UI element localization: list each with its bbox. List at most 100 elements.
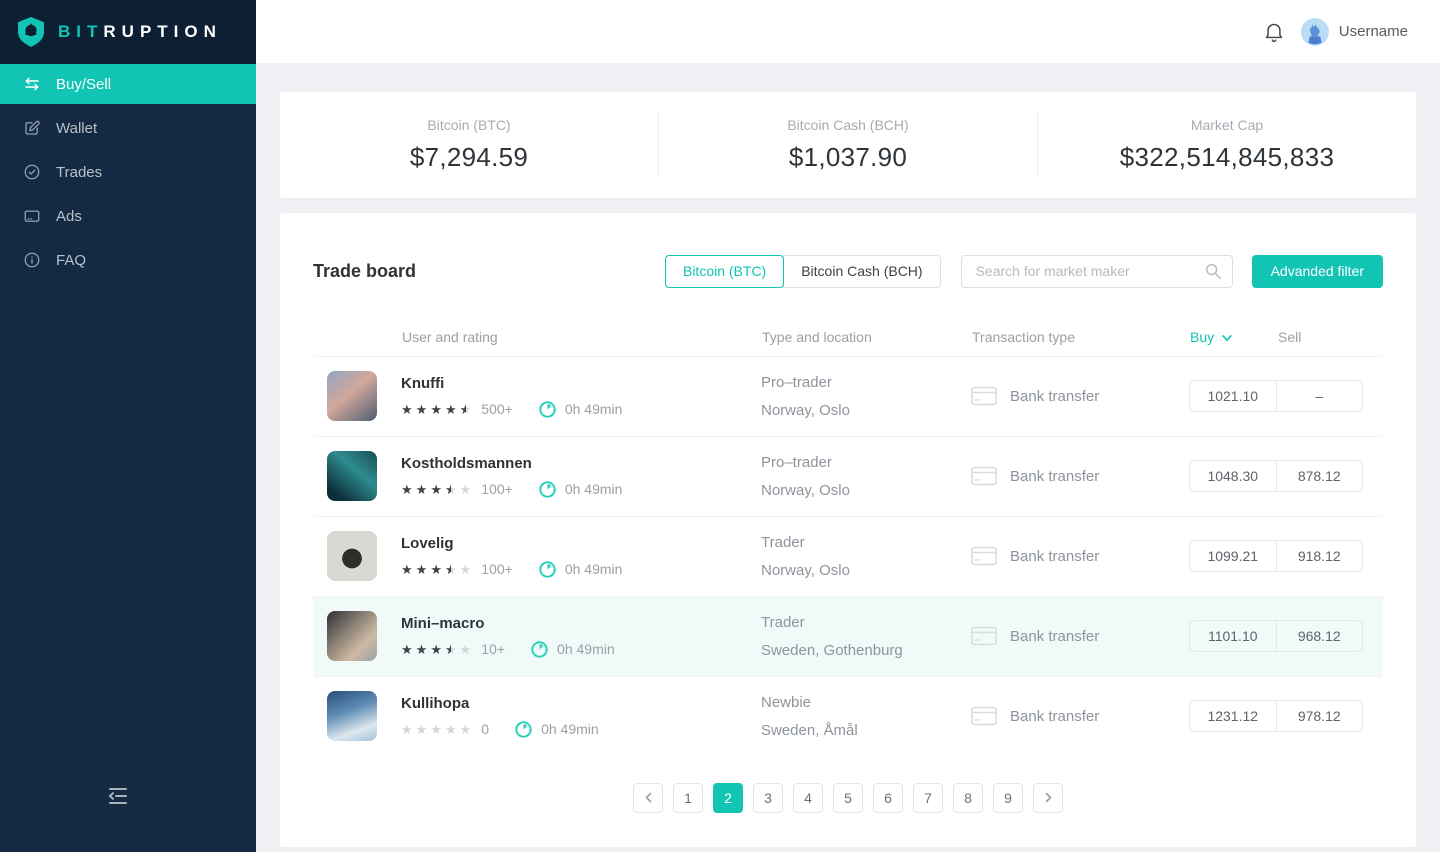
search-box	[960, 254, 1233, 288]
pagination-page-3[interactable]: 3	[753, 782, 783, 813]
trader-avatar	[327, 531, 377, 582]
star-full-icon: ★	[415, 401, 428, 417]
star-half-icon: ★ ★	[444, 641, 457, 657]
user-cell: Kullihopa ★ ★ ★ ★ ★ 0 0h 49min	[401, 695, 761, 738]
table-body: Knuffi ★ ★ ★ ★ ★ ★ 500+ 0h 49min Pro–trader N…	[313, 355, 1383, 756]
price-pills: 1021.10 –	[1189, 380, 1363, 413]
sidebar-item-label: FAQ	[56, 251, 87, 269]
star-full-icon: ★	[430, 401, 442, 417]
column-type-and-location: Type and location	[762, 328, 872, 345]
trader-location: Norway, Oslo	[761, 481, 850, 499]
star-empty-icon: ★	[459, 641, 472, 657]
transaction-type-label: Bank transfer	[1010, 467, 1100, 485]
rating-count: 10+	[481, 641, 506, 658]
trader-avatar	[327, 451, 377, 502]
sidebar-item-buy-sell[interactable]: Buy/Sell	[0, 64, 256, 104]
response-clock-icon	[539, 481, 556, 498]
table-row[interactable]: Kullihopa ★ ★ ★ ★ ★ 0 0h 49min Newbie Sweden…	[313, 675, 1383, 756]
buy-price[interactable]: 1231.12	[1207, 708, 1259, 725]
ads-card-icon	[23, 207, 41, 225]
price-pills: 1099.21 918.12	[1189, 540, 1363, 573]
star-rating: ★ ★ ★ ★ ★ ★	[401, 403, 474, 416]
transaction-cell: Bank transfer	[971, 706, 1189, 726]
table-row[interactable]: Mini–macro ★ ★ ★ ★ ★ ★ 10+ 0h 49min Trader Sw…	[313, 595, 1383, 676]
user-cell: Lovelig ★ ★ ★ ★ ★ ★ 100+ 0h 49min	[401, 535, 761, 578]
trader-name: Knuffi	[401, 374, 445, 392]
table-row[interactable]: Lovelig ★ ★ ★ ★ ★ ★ 100+ 0h 49min Trader Norw…	[313, 515, 1383, 596]
trade-table: User and rating Type and location Transa…	[313, 318, 1383, 756]
sidebar-item-label: Wallet	[56, 119, 98, 137]
star-rating: ★ ★ ★ ★ ★ ★	[401, 483, 474, 496]
market-stats-card: Bitcoin (BTC) $7,294.59 Bitcoin Cash (BCH)…	[280, 92, 1416, 198]
tab-bitcoin-btc[interactable]: Bitcoin (BTC)	[664, 254, 785, 288]
response-time-value: 0h 49min	[557, 641, 615, 658]
response-time: 0h 49min	[539, 401, 623, 418]
stat-item: Market Cap $322,514,845,833	[1037, 111, 1416, 179]
column-sell: Sell	[1278, 328, 1302, 345]
pagination-page-1[interactable]: 1	[673, 782, 703, 813]
transaction-type-label: Bank transfer	[1010, 707, 1100, 725]
user-cell: Kostholdsmannen ★ ★ ★ ★ ★ ★ 100+ 0h 49min	[401, 455, 761, 498]
trader-type: Trader	[761, 533, 805, 551]
star-rating: ★ ★ ★ ★ ★ ★	[401, 563, 474, 576]
pagination-page-5[interactable]: 5	[833, 782, 863, 813]
collapse-sidebar-icon[interactable]	[106, 786, 130, 806]
sell-price[interactable]: 968.12	[1275, 621, 1363, 652]
brand-name-primary: BIT	[58, 22, 104, 41]
response-time-value: 0h 49min	[564, 401, 623, 418]
logo[interactable]: BITRUPTION	[0, 0, 256, 64]
price-pills: 1048.30 878.12	[1189, 460, 1363, 493]
stat-item: Bitcoin (BTC) $7,294.59	[280, 111, 658, 179]
sidebar-item-ads[interactable]: Ads	[0, 196, 256, 236]
star-full-icon: ★	[444, 401, 457, 417]
header-username[interactable]: Username	[1338, 23, 1408, 40]
user-avatar[interactable]	[1300, 17, 1329, 46]
tab-bitcoin-cash-bch[interactable]: Bitcoin Cash (BCH)	[783, 254, 941, 288]
bank-card-icon	[971, 626, 997, 646]
table-row[interactable]: Kostholdsmannen ★ ★ ★ ★ ★ ★ 100+ 0h 49min Pro…	[313, 435, 1383, 516]
sidebar-item-trades[interactable]: Trades	[0, 152, 256, 192]
buy-price[interactable]: 1021.10	[1207, 388, 1259, 405]
bank-card-icon	[971, 546, 997, 566]
response-clock-icon	[515, 721, 532, 738]
sidebar-item-label: Ads	[56, 207, 82, 225]
sell-price[interactable]: 978.12	[1275, 701, 1363, 732]
advanced-filter-button[interactable]: Advanded filter	[1251, 254, 1383, 288]
star-rating: ★ ★ ★ ★ ★ ★	[401, 643, 474, 656]
pagination-page-4[interactable]: 4	[793, 782, 823, 813]
sell-price[interactable]: –	[1275, 381, 1363, 412]
column-buy-sort[interactable]: Buy	[1189, 329, 1277, 345]
trader-avatar	[327, 371, 377, 422]
trader-type: Trader	[761, 613, 805, 631]
buy-price[interactable]: 1101.10	[1207, 628, 1258, 645]
trade-board-header: Trade board Bitcoin (BTC) Bitcoin Cash (B…	[313, 246, 1383, 297]
brand-shield-icon	[18, 17, 44, 47]
star-half-icon: ★ ★	[459, 401, 472, 417]
star-full-icon: ★	[430, 641, 442, 657]
search-input[interactable]	[960, 254, 1233, 288]
star-half-icon: ★ ★	[444, 481, 457, 497]
notifications-bell-icon[interactable]	[1264, 21, 1284, 43]
pagination-page-2[interactable]: 2	[713, 782, 743, 813]
pagination-page-7[interactable]: 7	[913, 782, 943, 813]
transaction-cell: Bank transfer	[971, 626, 1189, 646]
pagination-page-8[interactable]: 8	[953, 782, 983, 813]
stat-item: Bitcoin Cash (BCH) $1,037.90	[658, 111, 1037, 179]
price-pills: 1231.12 978.12	[1189, 700, 1363, 733]
trader-location: Norway, Oslo	[761, 401, 850, 419]
table-row[interactable]: Knuffi ★ ★ ★ ★ ★ ★ 500+ 0h 49min Pro–trader N…	[313, 355, 1383, 436]
pagination-next-icon[interactable]	[1033, 782, 1063, 813]
sell-price[interactable]: 878.12	[1275, 461, 1363, 492]
pagination-page-9[interactable]: 9	[993, 782, 1023, 813]
rating-line: ★ ★ ★ ★ ★ ★ 100+ 0h 49min	[401, 481, 761, 498]
buy-price[interactable]: 1099.21	[1207, 548, 1259, 565]
stat-value: $1,037.90	[788, 142, 908, 172]
sidebar-item-faq[interactable]: FAQ	[0, 240, 256, 280]
brand-name-secondary: RUPTION	[103, 22, 222, 41]
pagination-prev-icon[interactable]	[633, 782, 663, 813]
pagination-page-6[interactable]: 6	[873, 782, 903, 813]
page-title: Trade board	[313, 260, 417, 281]
sidebar-item-wallet[interactable]: Wallet	[0, 108, 256, 148]
sell-price[interactable]: 918.12	[1275, 541, 1363, 572]
buy-price[interactable]: 1048.30	[1207, 468, 1259, 485]
